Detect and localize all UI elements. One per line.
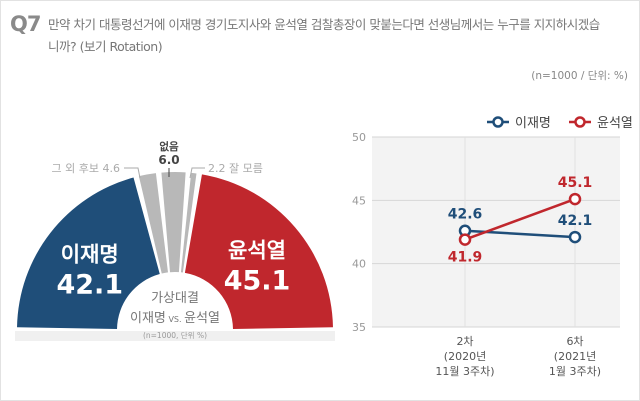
slice-label: 이재명 — [61, 243, 119, 267]
series-line-1 — [464, 197, 576, 241]
pie-slice-1 — [138, 173, 168, 274]
data-point — [458, 233, 472, 246]
data-point — [568, 192, 582, 206]
x-tick-label: (2020년 — [444, 350, 486, 363]
slice-value-none: 6.0 — [158, 153, 179, 167]
slice-label-none: 없음 — [159, 140, 179, 153]
slice-label-dontknow: 2.2 잘 모름 — [208, 162, 263, 175]
center-subtitle: 이재명 VS. 윤석열 — [130, 311, 220, 326]
legend-label: 윤석열 — [597, 116, 633, 131]
x-tick-label: 11월 3주차) — [435, 365, 494, 378]
pie-slice-2 — [161, 172, 186, 273]
data-point — [568, 230, 582, 244]
data-label: 45.1 — [558, 175, 593, 191]
x-tick-label: 6차 — [566, 335, 583, 348]
y-tick-label: 40 — [352, 258, 366, 271]
data-label: 41.9 — [448, 250, 483, 266]
legend-marker — [574, 116, 586, 128]
slice-value: 45.1 — [224, 266, 291, 297]
x-tick-label: 2차 — [456, 335, 473, 348]
pie-slice-0 — [17, 177, 160, 329]
y-tick-label: 45 — [352, 194, 366, 207]
data-label: 42.6 — [448, 207, 483, 223]
data-label: 42.1 — [558, 213, 593, 229]
leader-line-other — [124, 167, 141, 179]
pie-slice-3 — [180, 172, 197, 273]
slice-label-other: 그 외 후보 4.6 — [52, 162, 120, 175]
slice-label: 윤석열 — [228, 239, 286, 263]
question-number: Q7 — [10, 12, 41, 36]
y-tick-label: 35 — [352, 321, 366, 334]
legend-marker — [492, 116, 504, 128]
y-tick-label: 50 — [352, 131, 366, 144]
x-tick-label: (2021년 — [554, 350, 596, 363]
slice-value: 42.1 — [56, 270, 123, 301]
leader-line-dontknow — [189, 167, 205, 179]
pie-base — [15, 331, 335, 341]
x-tick-label: 1월 3주차) — [549, 365, 601, 378]
center-note: (n=1000, 단위 %) — [143, 330, 207, 340]
pie-slice-4 — [184, 174, 333, 329]
center-title: 가상대결 — [151, 291, 199, 306]
legend-label: 이재명 — [515, 116, 551, 131]
question-text: 만약 차기 대통령선거에 이재명 경기도지사와 윤석열 검찰총장이 맞붙는다면 … — [48, 17, 600, 54]
unit-note: (n=1000 / 단위: %) — [531, 70, 628, 82]
